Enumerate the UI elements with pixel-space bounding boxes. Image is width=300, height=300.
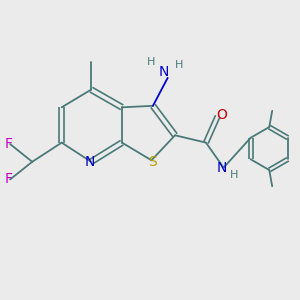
Text: O: O <box>217 108 228 122</box>
Text: F: F <box>5 137 13 151</box>
Text: N: N <box>217 161 227 175</box>
Text: H: H <box>230 170 238 180</box>
Text: N: N <box>85 155 95 169</box>
Text: N: N <box>159 65 169 79</box>
Text: H: H <box>175 61 183 70</box>
Text: S: S <box>148 155 157 169</box>
Text: H: H <box>147 57 156 67</box>
Text: F: F <box>5 172 13 186</box>
